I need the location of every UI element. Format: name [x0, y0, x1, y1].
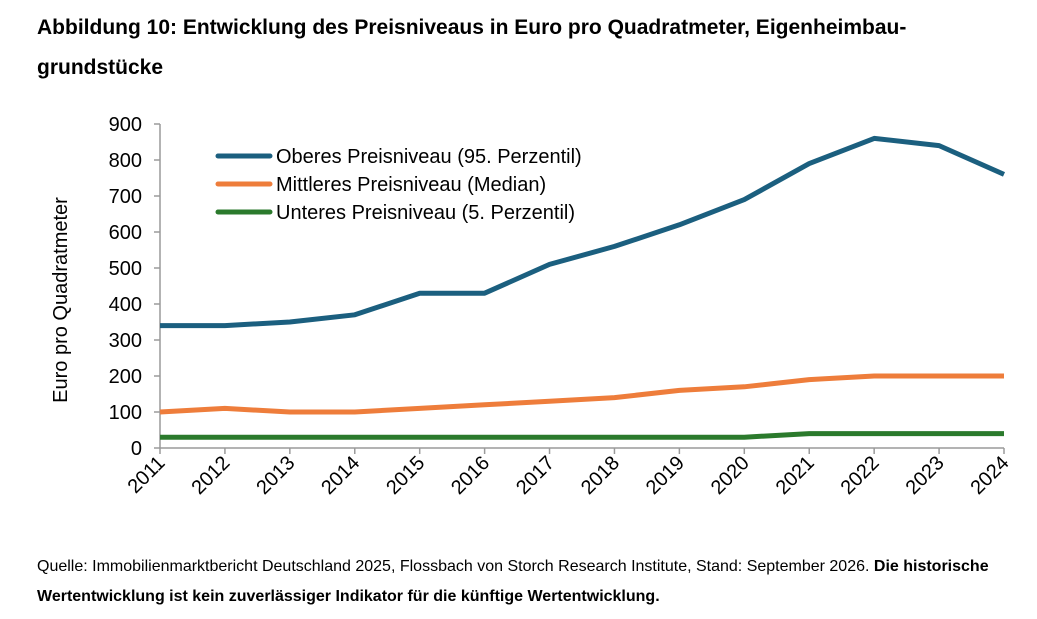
legend-label-3: Unteres Preisniveau (5. Perzentil)	[276, 202, 575, 224]
y-tick-label: 800	[109, 150, 142, 172]
chart-title: Abbildung 10: Entwicklung des Preisnivea…	[37, 16, 907, 79]
y-tick-label: 100	[109, 402, 142, 424]
y-tick-label: 900	[109, 114, 142, 136]
x-tick-label: 2017	[512, 452, 559, 499]
x-tick-label: 2012	[187, 452, 234, 499]
x-tick-label: 2024	[967, 452, 1014, 499]
x-tick-label: 2022	[837, 452, 884, 499]
x-tick-label: 2020	[707, 452, 754, 499]
y-tick-label: 700	[109, 186, 142, 208]
series-line-1	[160, 135, 1006, 329]
series-line-3	[160, 431, 1004, 440]
x-tick-label: 2023	[902, 452, 949, 499]
x-tick-label: 2015	[382, 452, 429, 499]
y-tick-label: 200	[109, 366, 142, 388]
series-line-2	[159, 373, 1004, 415]
y-tick-label: 400	[109, 294, 142, 316]
x-tick-label: 2014	[317, 452, 364, 499]
y-tick-label: 300	[109, 330, 142, 352]
y-tick-label: 600	[109, 222, 142, 244]
legend-label-1: Oberes Preisniveau (95. Perzentil)	[276, 146, 582, 168]
x-tick-label: 2021	[772, 452, 819, 499]
x-tick-label: 2013	[252, 452, 299, 499]
source-text: Quelle: Immobilienmarktbericht Deutschla…	[37, 558, 870, 575]
x-tick-label: 2018	[577, 452, 624, 499]
y-tick-label: 500	[109, 258, 142, 280]
disclaimer-text: Die historische Wertentwicklung ist kein…	[37, 558, 989, 605]
y-axis-label: Euro pro Quadratmeter	[50, 197, 72, 403]
legend-label-2: Mittleres Preisniveau (Median)	[276, 174, 546, 196]
x-tick-label: 2019	[642, 452, 689, 499]
x-tick-label: 2016	[447, 452, 494, 499]
y-tick-label: 0	[131, 438, 142, 460]
legend: Oberes Preisniveau (95. Perzentil) Mittle…	[215, 146, 582, 224]
series-lines	[159, 135, 1006, 440]
source-note: Quelle: Immobilienmarktbericht Deutschla…	[37, 552, 1007, 612]
